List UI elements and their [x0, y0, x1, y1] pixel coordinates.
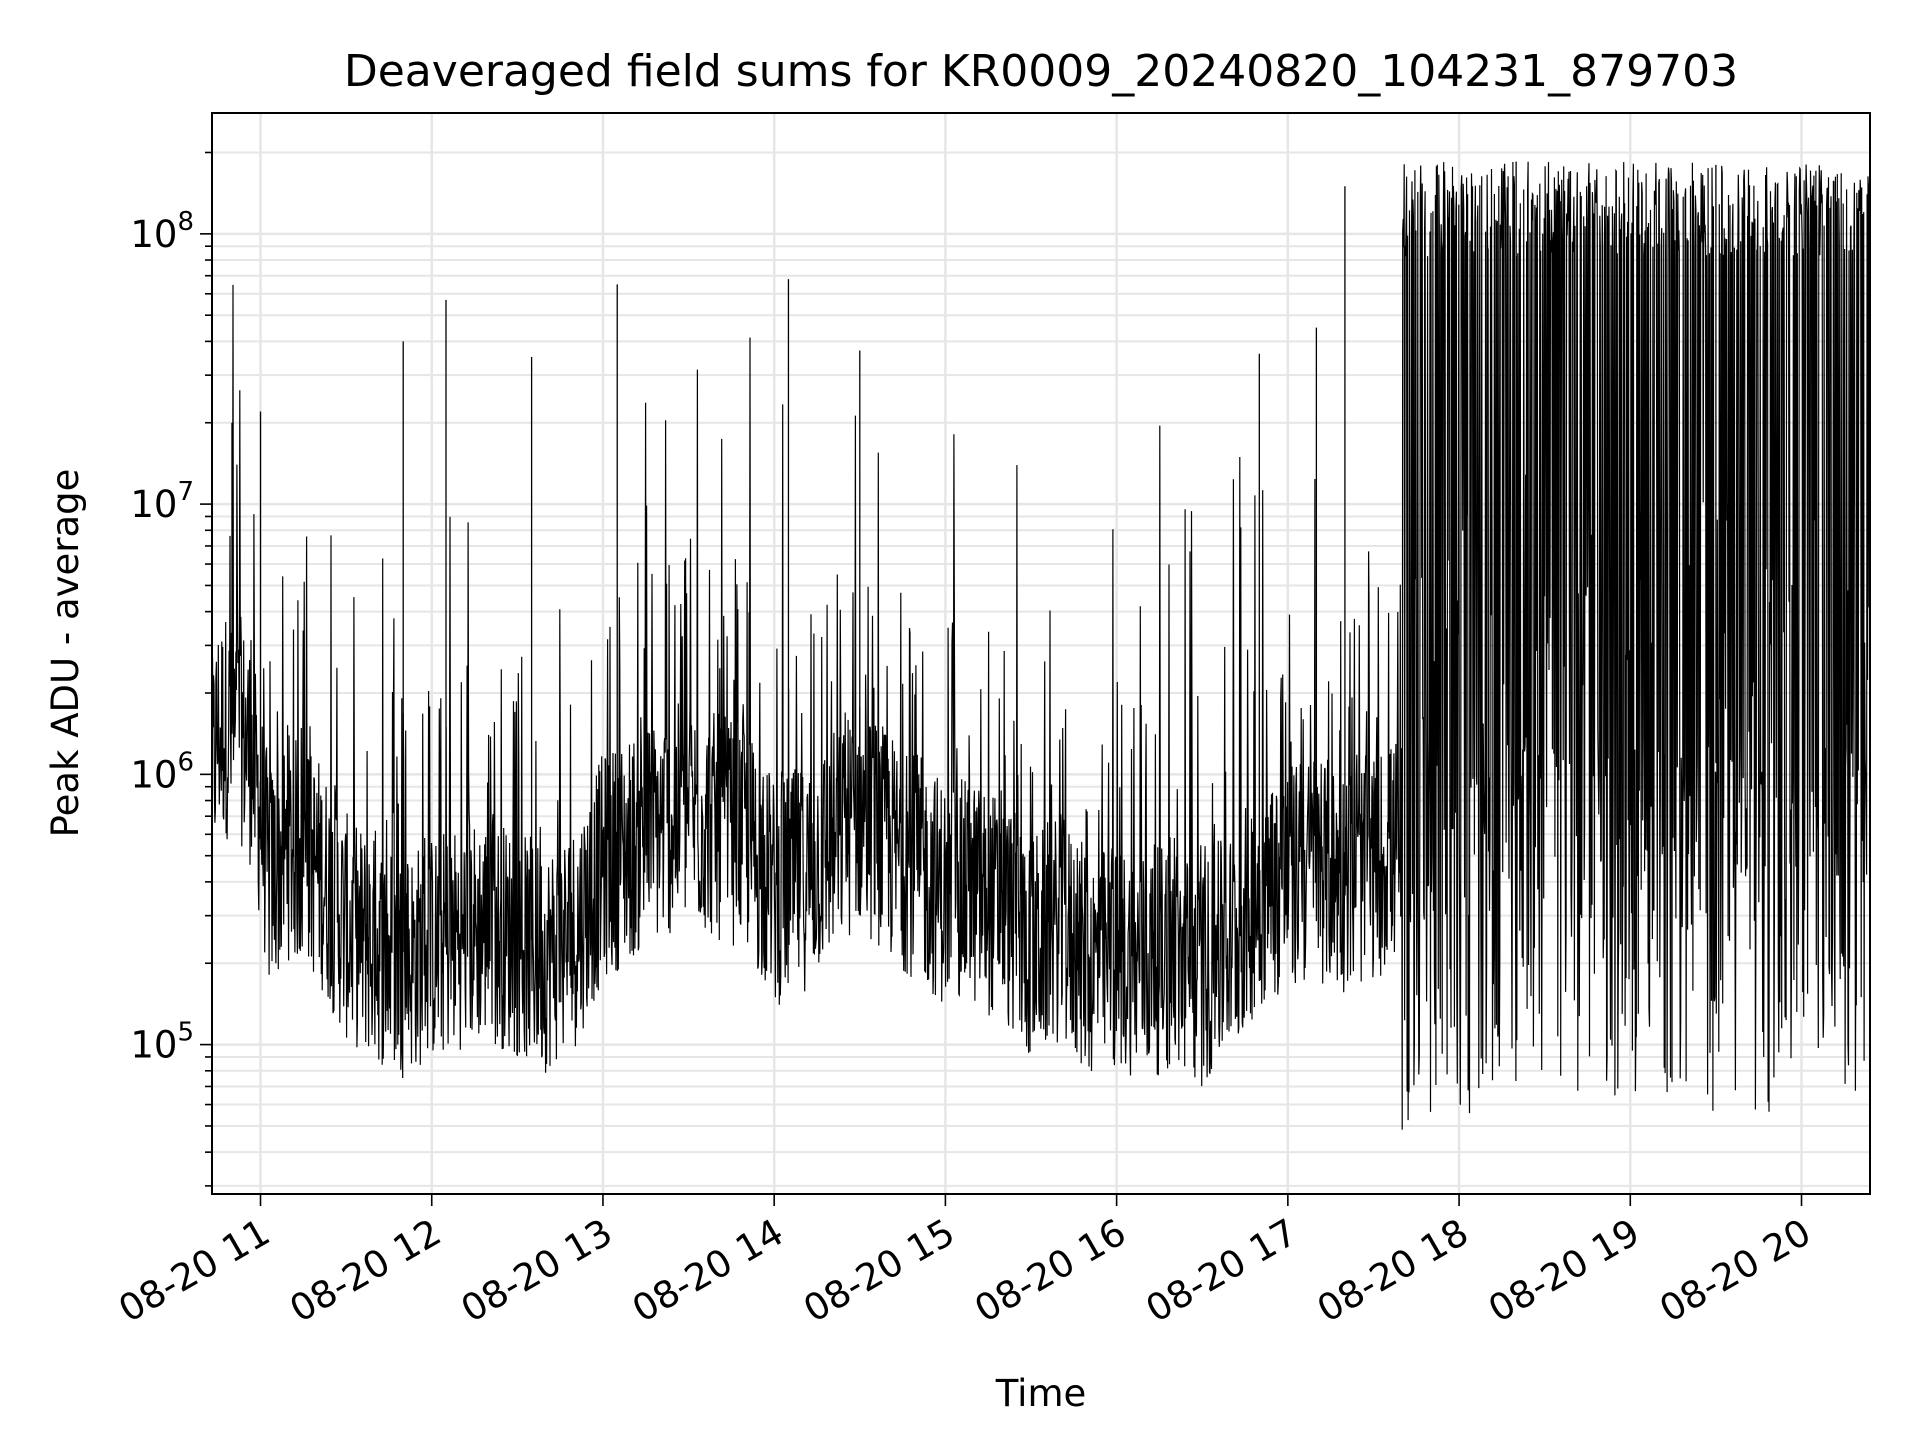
x-tick-label: 08-20 17: [1139, 1211, 1305, 1331]
x-tick-label: 08-20 14: [625, 1211, 791, 1331]
x-tick-label: 08-20 15: [796, 1211, 962, 1331]
chart-title: Deaveraged field sums for KR0009_2024082…: [344, 46, 1738, 97]
x-tick-label: 08-20 18: [1310, 1211, 1476, 1331]
y-tick-label: 107: [130, 477, 194, 526]
y-tick-base: 10: [130, 753, 177, 796]
y-tick-exponent: 7: [177, 477, 194, 507]
y-tick-label: 108: [130, 207, 194, 256]
y-tick-exponent: 6: [177, 747, 194, 777]
x-tick-label: 08-20 20: [1652, 1211, 1818, 1331]
x-tick-label: 08-20 12: [283, 1211, 449, 1331]
y-tick-exponent: 5: [177, 1018, 194, 1048]
y-tick-exponent: 8: [177, 207, 194, 237]
y-tick-base: 10: [130, 483, 177, 526]
y-tick-label: 105: [130, 1018, 194, 1067]
y-axis-label: Peak ADU - average: [44, 469, 87, 838]
plot-frame: [211, 112, 1871, 1195]
x-tick-label: 08-20 19: [1481, 1211, 1647, 1331]
series-layer: [211, 161, 1871, 1130]
series-line: [211, 161, 1871, 1130]
y-tick-base: 10: [130, 213, 177, 256]
x-tick-label: 08-20 11: [111, 1211, 277, 1331]
x-tick-label: 08-20 13: [454, 1211, 620, 1331]
x-axis-label: Time: [995, 1372, 1087, 1415]
y-tick-base: 10: [130, 1024, 177, 1067]
x-tick-label: 08-20 16: [968, 1211, 1134, 1331]
y-tick-label: 106: [130, 747, 194, 796]
x-axis: 08-20 11 08-20 12 08-20 13 08-20 14 08-20 15…: [111, 1194, 1818, 1331]
